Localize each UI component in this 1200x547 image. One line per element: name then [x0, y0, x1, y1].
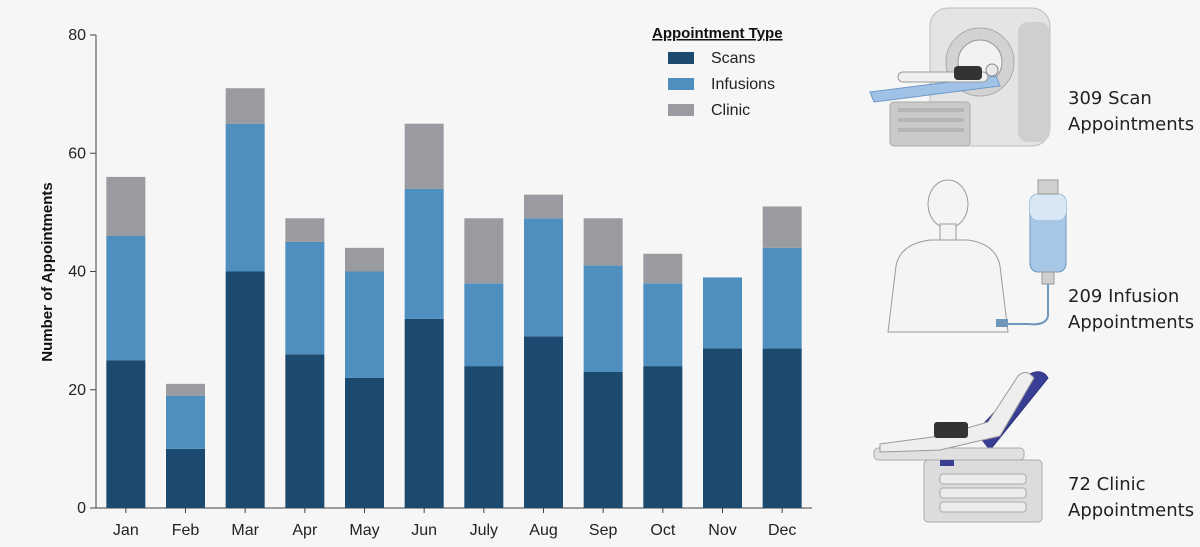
bar-scans-mar [225, 271, 265, 508]
clinic-summary: 72 Clinic Appointments [1068, 472, 1194, 524]
y-tick-label: 60 [68, 145, 86, 162]
x-tick-label: Apr [292, 522, 318, 539]
stacked-bar-chart: Jan Feb Mar Apr May Jun July Aug Sep Oct Nov Dec 0 2… [39, 25, 812, 539]
x-tick-label: Oct [650, 522, 675, 539]
bar-infusions-aug [524, 218, 563, 337]
y-tick-label: 0 [77, 500, 86, 517]
x-tick-label: July [470, 522, 498, 539]
scan-count-label: 309 Scan [1068, 88, 1152, 109]
bar-infusions-oct [643, 283, 683, 367]
bar-clinic-may [345, 247, 384, 272]
clinic-appointments-label: Appointments [1068, 500, 1195, 521]
x-tick-label: Sep [589, 522, 618, 539]
y-tick-label: 80 [68, 27, 86, 44]
bar-clinic-apr [285, 218, 325, 242]
bar-scans-oct [643, 366, 683, 508]
bar-clinic-mar [225, 88, 265, 124]
bar-scans-dec [762, 348, 802, 508]
x-tick-label: Dec [768, 522, 796, 539]
bar-scans-apr [285, 354, 325, 508]
x-tick-label: Jun [411, 522, 437, 539]
x-tick-label: Aug [529, 522, 557, 539]
bar-scans-may [345, 377, 384, 508]
infusion-count-label: 209 Infusion [1068, 286, 1180, 307]
bar-clinic-jun [404, 123, 444, 189]
legend-label-infusions: Infusions [711, 76, 775, 93]
bar-scans-jan [106, 360, 146, 508]
legend-label-scans: Scans [711, 50, 755, 67]
bar-clinic-oct [643, 253, 683, 284]
legend-swatch-infusions [668, 78, 694, 90]
bar-clinic-jan [106, 176, 146, 237]
exam-table-icon [873, 371, 1049, 523]
legend: Appointment Type Scans Infusions Clinic [652, 25, 783, 119]
bar-scans-sep [583, 372, 623, 508]
bar-scans-jun [404, 318, 444, 508]
bar-infusions-dec [762, 247, 802, 349]
bar-clinic-aug [524, 194, 563, 219]
y-tick-label: 20 [68, 382, 86, 399]
x-tick-label: Jan [113, 522, 139, 539]
bar-infusions-mar [225, 123, 265, 272]
bar-clinic-july [464, 218, 504, 284]
bar-infusions-jun [404, 188, 444, 319]
legend-swatch-scans [668, 52, 694, 64]
bar-infusions-jan [106, 236, 146, 361]
bar-infusions-july [464, 283, 504, 367]
x-tick-label: May [349, 522, 379, 539]
scan-summary: 309 Scan Appointments [1068, 86, 1194, 138]
bar-scans-nov [703, 348, 742, 508]
y-tick-label: 40 [68, 264, 86, 281]
bar-scans-aug [524, 336, 563, 508]
x-tick-label: Mar [231, 522, 259, 539]
x-tick-label: Feb [172, 522, 200, 539]
legend-label-clinic: Clinic [711, 102, 750, 119]
bar-clinic-sep [583, 218, 623, 266]
ct-scanner-icon [869, 7, 1051, 147]
legend-title: Appointment Type [652, 25, 783, 42]
bar-infusions-sep [583, 265, 623, 373]
x-tick-label: Nov [708, 522, 736, 539]
legend-swatch-clinic [668, 104, 694, 116]
clinic-count-label: 72 Clinic [1068, 474, 1146, 495]
bar-clinic-feb [166, 383, 205, 396]
y-axis-title: Number of Appointments [39, 182, 56, 361]
infusion-appointments-label: Appointments [1068, 312, 1195, 333]
bar-infusions-nov [703, 277, 742, 349]
bar-scans-feb [166, 448, 205, 508]
bar-infusions-may [345, 271, 384, 378]
scan-appointments-label: Appointments [1068, 114, 1195, 135]
infusion-summary: 209 Infusion Appointments [1068, 284, 1194, 336]
bar-scans-july [464, 366, 504, 508]
bar-infusions-feb [166, 395, 205, 449]
bar-clinic-dec [762, 206, 802, 248]
bar-infusions-apr [285, 241, 325, 355]
iv-infusion-icon [887, 179, 1067, 333]
